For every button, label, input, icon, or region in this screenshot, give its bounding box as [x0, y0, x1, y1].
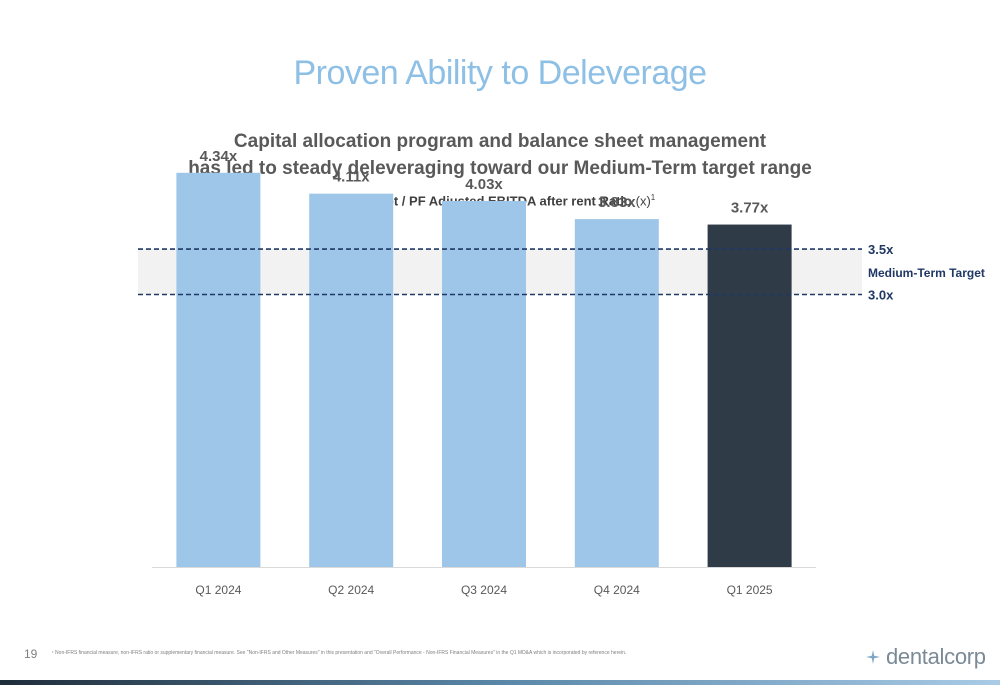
subtitle-line-1: Capital allocation program and balance s… — [233, 131, 767, 152]
x-tick-label: Q2 2024 — [328, 583, 374, 597]
bar-value-label: 3.83x — [598, 194, 636, 211]
footnote: ¹ Non-IFRS financial measure, non-IFRS r… — [52, 650, 627, 656]
bar-q4-2024 — [574, 219, 659, 567]
target-range-label: Medium-Term Target — [868, 266, 985, 280]
company-logo: dentalcorp — [866, 644, 986, 670]
bar-value-label: 4.03x — [465, 176, 503, 193]
logo-text: dentalcorp — [886, 644, 986, 669]
page-number: 19 — [24, 647, 38, 661]
bar-q1-2025 — [707, 224, 792, 567]
bar-value-label: 4.34x — [200, 148, 238, 165]
bar-value-label: 4.11x — [333, 169, 370, 186]
target-high-label: 3.5x — [868, 242, 894, 257]
bar-q1-2024 — [176, 172, 261, 568]
x-tick-label: Q3 2024 — [461, 583, 507, 597]
chart-title-footnote-mark: 1 — [650, 193, 656, 202]
slide-title: Proven Ability to Deleverage — [293, 54, 707, 92]
chart-title-text: Net Debt / PF Adjusted EBITDA after rent… — [344, 193, 632, 209]
chart-title-unit: (x) — [635, 193, 651, 209]
x-tick-label: Q1 2024 — [195, 583, 241, 597]
footer-accent-bar — [0, 680, 1000, 685]
target-low-label: 3.0x — [868, 288, 894, 303]
bar-q2-2024 — [309, 193, 394, 568]
x-tick-label: Q4 2024 — [594, 583, 640, 597]
sparkle-icon — [866, 650, 880, 664]
chart-title: Net Debt / PF Adjusted EBITDA after rent… — [0, 193, 1000, 208]
x-tick-label: Q1 2025 — [727, 583, 773, 597]
bar-value-label: 3.77x — [731, 200, 769, 217]
slide-subtitle: Capital allocation program and balance s… — [0, 128, 1000, 182]
subtitle-line-2: has led to steady deleveraging toward ou… — [188, 158, 812, 179]
bar-q3-2024 — [442, 200, 526, 568]
